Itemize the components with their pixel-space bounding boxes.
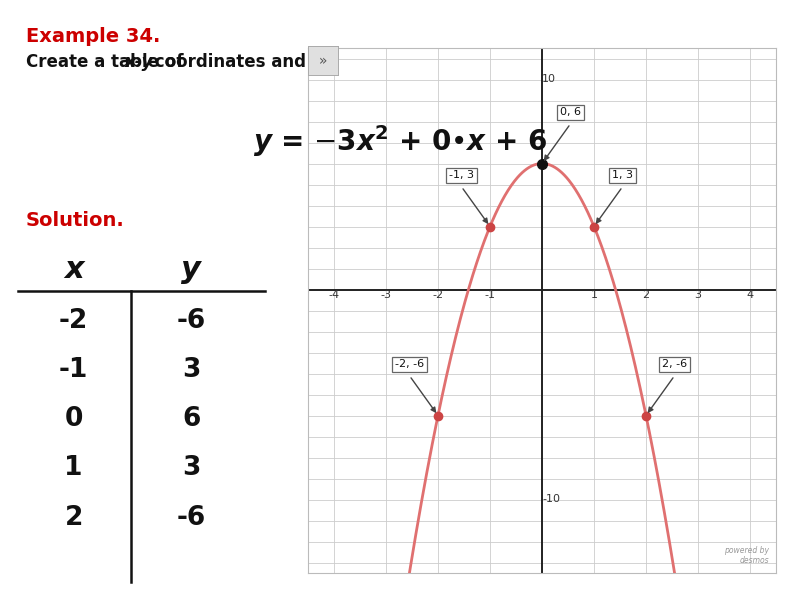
Text: 0: 0 (65, 406, 82, 432)
Text: 1: 1 (64, 455, 83, 481)
Text: 4: 4 (746, 289, 754, 299)
Text: -2: -2 (59, 308, 88, 334)
Text: -2: -2 (433, 289, 443, 299)
Text: -10: -10 (542, 494, 560, 505)
Text: Example 34.: Example 34. (26, 27, 160, 46)
Text: Solution.: Solution. (26, 211, 125, 230)
Text: 10: 10 (542, 74, 556, 85)
Text: -3: -3 (381, 289, 391, 299)
Text: -1: -1 (59, 357, 88, 383)
Text: 2: 2 (65, 505, 82, 530)
Text: 0, 6: 0, 6 (560, 107, 581, 118)
Text: y: y (182, 255, 202, 284)
Text: -6: -6 (177, 505, 206, 530)
Text: 3: 3 (182, 455, 201, 481)
Text: »: » (319, 53, 327, 68)
Text: 1: 1 (590, 289, 598, 299)
Text: -4: -4 (329, 289, 339, 299)
Text: powered by
desmos: powered by desmos (724, 546, 769, 565)
Text: $\bfit{y}$ = $-$3$\bfit{x}$$\mathbf{^2}$ + 0•$\bfit{x}$ + 6: $\bfit{y}$ = $-$3$\bfit{x}$$\mathbf{^2}$… (253, 123, 547, 159)
Text: -1: -1 (485, 289, 495, 299)
Text: 1, 3: 1, 3 (612, 170, 633, 180)
Text: -1, 3: -1, 3 (449, 170, 474, 180)
Text: 6: 6 (182, 406, 201, 432)
Text: Create a table of: Create a table of (26, 53, 189, 71)
Text: -6: -6 (177, 308, 206, 334)
Text: 2: 2 (642, 289, 650, 299)
Text: -2, -6: -2, -6 (395, 359, 424, 369)
Text: 3: 3 (694, 289, 702, 299)
Text: x: x (64, 255, 83, 284)
Text: 2, -6: 2, -6 (662, 359, 687, 369)
Text: x-y: x-y (124, 53, 153, 71)
Text: 3: 3 (182, 357, 201, 383)
Text: coordinates and graph the function.: coordinates and graph the function. (149, 53, 493, 71)
